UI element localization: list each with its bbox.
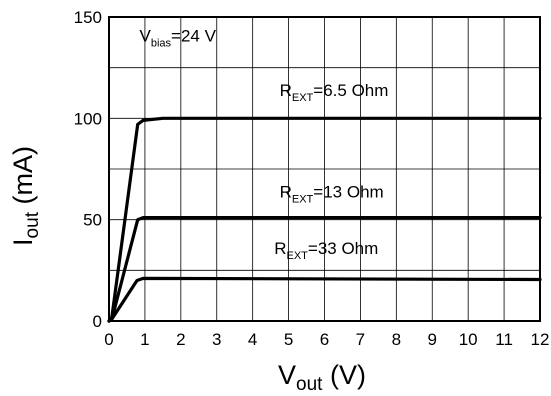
x-tick-label: 1 [140, 330, 149, 349]
x-tick-labels: 0 1 2 3 4 5 6 7 8 9 10 11 12 [104, 330, 549, 349]
y-tick-label: 50 [83, 211, 102, 230]
y-axis-title-unit: (mA) [8, 146, 38, 212]
y-tick-label: 150 [74, 8, 102, 27]
curve-label-rest: =13 Ohm [313, 182, 383, 201]
curve-label-rest: =6.5 Ohm [313, 81, 388, 100]
y-tick-label: 0 [93, 312, 102, 331]
x-tick-label: 8 [392, 330, 401, 349]
y-tick-label: 100 [74, 109, 102, 128]
curve-label-main: V [140, 26, 152, 45]
y-axis-title-sub: out [22, 211, 43, 238]
curve-label-2: REXT=6.5 Ohm [280, 81, 389, 104]
curve-label-sub: EXT [286, 250, 308, 262]
x-tick-label: 0 [104, 330, 113, 349]
x-axis-title-unit: (V) [322, 360, 366, 390]
curve-label-rest: =24 V [171, 26, 217, 45]
x-tick-label: 2 [176, 330, 185, 349]
x-tick-label: 6 [320, 330, 329, 349]
x-tick-label: 9 [428, 330, 437, 349]
x-tick-label: 10 [459, 330, 478, 349]
curve-label-rest: =33 Ohm [308, 239, 378, 258]
x-tick-label: 11 [495, 330, 513, 349]
x-axis-title-main: V [278, 360, 296, 390]
curve-label-sub: EXT [292, 193, 314, 205]
curve-label-3: REXT=13 Ohm [280, 182, 384, 205]
curve-label-1: Vbias=24 V [140, 26, 217, 49]
series-line-3 [107, 276, 542, 323]
x-axis-title: Vout (V) [278, 360, 366, 395]
x-tick-label: 4 [248, 330, 257, 349]
x-tick-label: 12 [531, 330, 550, 349]
curve-label-main: R [280, 182, 292, 201]
x-tick-label: 3 [212, 330, 221, 349]
grid-lines [109, 17, 540, 321]
y-axis-title: Iout (mA) [8, 146, 43, 246]
curve-label-main: R [280, 81, 292, 100]
y-axis-title-main: I [8, 238, 38, 246]
curve-label-4: REXT=33 Ohm [274, 239, 378, 262]
curve-label-sub: EXT [292, 92, 314, 104]
y-tick-labels: 0 50 100 150 [74, 8, 102, 331]
plot-area-frame [108, 16, 541, 322]
x-axis-title-sub: out [296, 374, 323, 395]
x-tick-label: 5 [284, 330, 293, 349]
x-tick-label: 7 [356, 330, 365, 349]
series-lines [107, 116, 542, 323]
curve-label-main: R [274, 239, 286, 258]
curve-label-sub: bias [151, 37, 172, 49]
